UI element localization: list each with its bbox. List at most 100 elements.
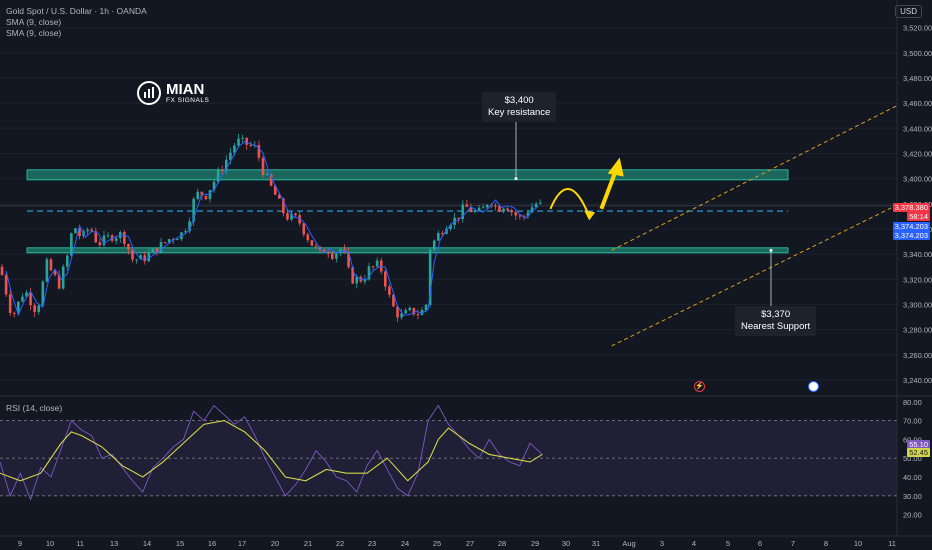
time-tick-label: 20 — [271, 539, 279, 548]
candle — [269, 174, 273, 186]
candle — [282, 198, 285, 214]
candle — [306, 234, 310, 241]
time-tick-label: 11 — [76, 539, 84, 548]
time-tick-label: 17 — [238, 539, 246, 548]
time-tick-label: 9 — [18, 539, 22, 548]
candle — [25, 292, 28, 297]
candle — [220, 169, 224, 171]
rsi-tick-label: 60.00 — [903, 435, 922, 444]
candle — [384, 271, 387, 287]
candles — [0, 133, 542, 323]
candle — [506, 208, 509, 211]
price-tick-label: 3,420.000 — [903, 149, 932, 158]
currency-button[interactable]: USD — [895, 5, 922, 18]
candle — [445, 228, 448, 234]
candle — [29, 292, 32, 306]
candle — [477, 207, 481, 211]
candle — [310, 240, 314, 246]
candle — [277, 194, 281, 199]
rsi-line[interactable] — [0, 404, 543, 501]
candle — [261, 157, 265, 175]
rsi-label[interactable]: RSI (14, close) — [6, 403, 63, 413]
time-tick-label: 14 — [143, 539, 151, 548]
last-price-pill: 3,378.380 — [892, 203, 930, 212]
candle — [86, 229, 89, 232]
candle — [363, 279, 367, 282]
candle — [12, 312, 16, 314]
candle — [404, 310, 407, 314]
rsi-ma-line[interactable] — [0, 419, 543, 482]
candle — [70, 233, 73, 256]
candle — [441, 233, 444, 235]
time-tick-label: 30 — [562, 539, 570, 548]
candle — [65, 255, 69, 267]
forecast-curve-arrowhead — [584, 210, 596, 221]
forecast-curve-arrow[interactable] — [549, 188, 591, 217]
candle — [510, 210, 513, 213]
candle — [45, 259, 49, 282]
countdown-pill: 58:14 — [907, 212, 930, 221]
candle — [355, 277, 359, 284]
candle — [416, 314, 420, 316]
candle — [237, 138, 240, 146]
sma-b-pill: 3,374.203 — [892, 231, 930, 240]
channel-upper-line[interactable] — [611, 105, 898, 251]
resistance-zone[interactable] — [26, 169, 789, 181]
candle — [432, 240, 436, 250]
candle — [326, 252, 330, 254]
rsi-band — [0, 420, 897, 496]
forecast-up-arrow[interactable] — [599, 172, 617, 210]
candle — [233, 145, 236, 153]
rsi-b-pill: 52.45 — [907, 448, 930, 457]
time-tick-label: 29 — [531, 539, 539, 548]
candle — [135, 259, 138, 261]
support-zone[interactable] — [26, 247, 789, 254]
candle — [78, 228, 81, 237]
candle — [469, 206, 473, 212]
rsi-tick-label: 20.00 — [903, 511, 922, 520]
candle — [208, 190, 212, 200]
indicator-label-sma-2[interactable]: SMA (9, close) — [6, 28, 62, 38]
time-tick-label: 22 — [336, 539, 344, 548]
candle — [53, 270, 57, 275]
symbol-title[interactable]: Gold Spot / U.S. Dollar · 1h · OANDA — [6, 6, 147, 16]
time-tick-label: 21 — [304, 539, 312, 548]
candle — [127, 243, 130, 250]
candle — [184, 231, 187, 233]
candle — [461, 204, 465, 220]
logo-emblem-icon — [137, 81, 161, 105]
candle — [538, 202, 542, 204]
price-tick-label: 3,460.000 — [903, 99, 932, 108]
candle — [424, 304, 428, 310]
time-tick-label: 4 — [692, 539, 696, 548]
event-flag-icon[interactable] — [808, 381, 819, 392]
candle — [400, 313, 403, 318]
time-tick-label: 8 — [824, 539, 828, 548]
candle — [502, 208, 505, 212]
candle — [163, 242, 167, 244]
candle — [265, 174, 269, 176]
candle — [485, 204, 489, 208]
resistance-value: $3,400 — [504, 95, 534, 106]
resistance-callout: $3,400 Key resistance — [482, 92, 557, 122]
candle — [106, 235, 110, 237]
candle — [188, 221, 191, 232]
resistance-pointer-dot — [514, 177, 518, 181]
candle — [322, 250, 326, 253]
candle — [396, 306, 399, 318]
candle — [375, 260, 379, 267]
candle — [392, 294, 395, 307]
event-flash-icon[interactable]: ⚡ — [694, 381, 705, 392]
candle — [298, 215, 301, 224]
support-text: Nearest Support — [741, 321, 811, 332]
candle — [335, 253, 338, 259]
indicator-label-sma-1[interactable]: SMA (9, close) — [6, 17, 62, 27]
rsi-tick-label: 50.00 — [903, 454, 922, 463]
price-tick-label: 3,440.000 — [903, 124, 932, 133]
rsi-tick-label: 80.00 — [903, 398, 922, 407]
candle — [139, 255, 142, 260]
sma-line[interactable] — [5, 141, 539, 317]
candle — [367, 266, 371, 280]
candle — [94, 231, 98, 243]
